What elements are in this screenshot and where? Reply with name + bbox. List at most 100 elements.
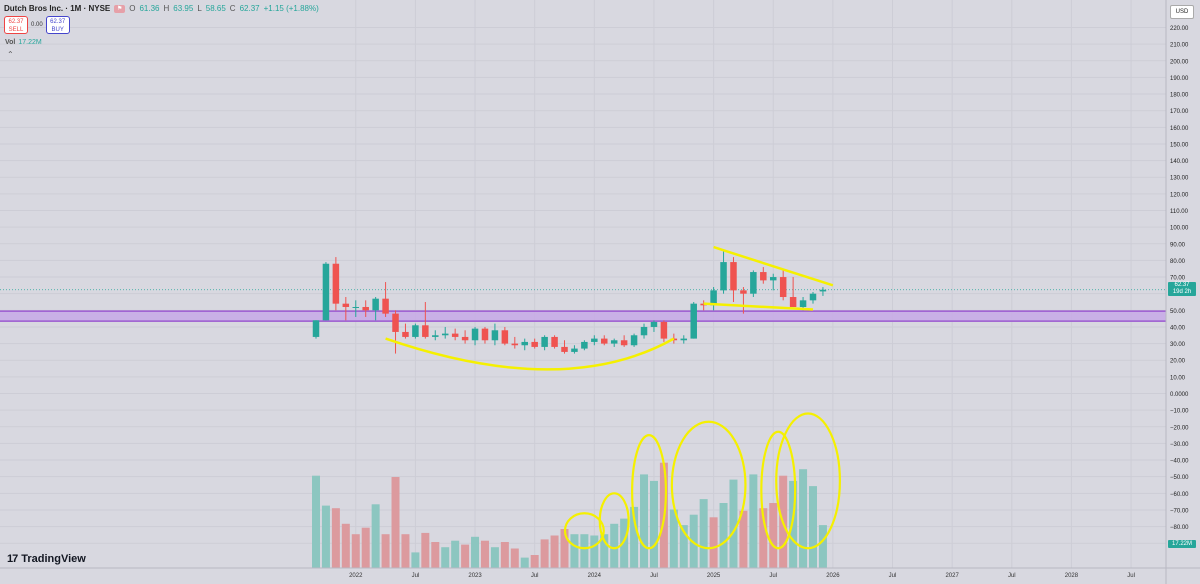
y-tick-label: 120.00 [1170, 192, 1189, 198]
collapse-chevron-icon[interactable]: ⌃ [7, 50, 14, 59]
y-tick-label: −40.00 [1170, 459, 1189, 465]
volume-bar [312, 475, 320, 568]
volume-bar [471, 536, 480, 568]
volume-bar [500, 542, 509, 568]
volume-highlight-ellipse [563, 512, 605, 550]
volume-bar [630, 506, 639, 568]
volume-bar [739, 510, 748, 568]
candle-body [690, 303, 697, 339]
candle-body [769, 277, 777, 281]
x-tick-label: 2025 [707, 573, 721, 579]
trade-buttons: 62.37 SELL 0.00 62.37 BUY [4, 16, 70, 34]
y-tick-label: −30.00 [1170, 442, 1189, 448]
y-tick-label: 140.00 [1170, 159, 1189, 165]
candle-body [531, 341, 538, 347]
tradingview-mark-icon: 17 [7, 553, 18, 565]
volume-highlight-ellipse [775, 412, 841, 550]
volume-bar [649, 480, 658, 568]
sell-button[interactable]: 62.37 SELL [4, 16, 28, 34]
candle-body [362, 306, 369, 311]
x-tick-label: 2028 [1065, 573, 1079, 579]
high-value: 63.95 [173, 4, 194, 13]
x-tick-label: Jul [412, 573, 420, 579]
volume-pane [312, 462, 827, 568]
candle-body [392, 313, 399, 332]
candle-body [650, 321, 658, 327]
currency-selector[interactable]: USD [1170, 5, 1194, 19]
volume-bar [381, 534, 390, 568]
grid-lines [0, 0, 1166, 568]
x-tick-label: Jul [889, 573, 897, 579]
sell-label: SELL [8, 27, 24, 33]
volume-bar [401, 534, 410, 568]
x-tick-label: 2023 [468, 573, 482, 579]
tradingview-wordmark: TradingView [21, 553, 86, 565]
candle-body [322, 263, 330, 321]
volume-bar [679, 525, 688, 568]
candle-body [809, 293, 817, 301]
candle-body [720, 262, 727, 291]
volume-bar [570, 534, 579, 568]
candle-body [451, 333, 459, 337]
buy-price: 62.37 [50, 19, 66, 25]
candle-body [432, 335, 439, 337]
low-label: L [197, 4, 202, 13]
y-tick-label: 10.00 [1170, 375, 1186, 381]
volume-bar [490, 547, 499, 568]
y-tick-label: 160.00 [1170, 126, 1189, 132]
candle-body [412, 325, 419, 337]
volume-bar [699, 499, 708, 568]
y-tick-label: 150.00 [1170, 142, 1189, 148]
y-tick-label: −70.00 [1170, 508, 1189, 514]
volume-bar [689, 514, 698, 568]
high-label: H [163, 4, 170, 13]
volume-bar [799, 469, 808, 568]
y-tick-label: 30.00 [1170, 342, 1186, 348]
change-value: +1.15 (+1.88%) [263, 4, 319, 13]
volume-bar [520, 557, 529, 568]
volume-bar [321, 505, 330, 568]
symbol-title: Dutch Bros Inc. · 1M · NYSE [4, 4, 111, 13]
y-tick-label: −80.00 [1170, 525, 1189, 531]
candle-body [740, 290, 747, 294]
earnings-flag-icon[interactable]: ⚑ [114, 4, 126, 13]
x-tick-label: Jul [769, 573, 777, 579]
volume-highlight-ellipse [631, 433, 668, 550]
y-tick-label: 40.00 [1170, 325, 1186, 331]
volume-bar [560, 529, 569, 568]
open-value: 61.36 [139, 4, 160, 13]
y-tick-label: 50.00 [1170, 309, 1186, 315]
tradingview-logo[interactable]: 17 TradingView [7, 553, 86, 565]
volume-bar [818, 525, 827, 568]
volume-bar [719, 503, 728, 568]
volume-bar [620, 518, 629, 568]
volume-bar [789, 480, 798, 568]
candle-body [402, 331, 409, 337]
candle-body [551, 336, 558, 347]
y-tick-label: 200.00 [1170, 59, 1189, 65]
candle-body [760, 272, 767, 281]
volume-bar [480, 540, 489, 568]
candle-body [312, 320, 320, 337]
volume-bar [461, 544, 470, 568]
open-label: O [129, 4, 136, 13]
x-tick-label: 2027 [945, 573, 959, 579]
spread-value: 0.00 [31, 22, 43, 28]
volume-bar [351, 534, 360, 568]
chart-legend: Dutch Bros Inc. · 1M · NYSE ⚑ O 61.36 H 63… [4, 4, 319, 13]
volume-highlight-ellipse [670, 420, 747, 550]
last-price-value: 62.37 [1174, 282, 1190, 288]
y-tick-label: 70.00 [1170, 276, 1186, 282]
buy-button[interactable]: 62.37 BUY [45, 16, 70, 34]
candle-body [481, 328, 489, 341]
volume-bar [759, 508, 768, 568]
volume-bar [391, 477, 400, 568]
volume-bar [451, 540, 460, 568]
y-tick-label: 180.00 [1170, 93, 1189, 99]
volume-bar [600, 534, 609, 568]
sell-price: 62.37 [8, 19, 24, 25]
volume-legend-value: 17.22M [18, 39, 42, 46]
candle-body [461, 336, 469, 341]
